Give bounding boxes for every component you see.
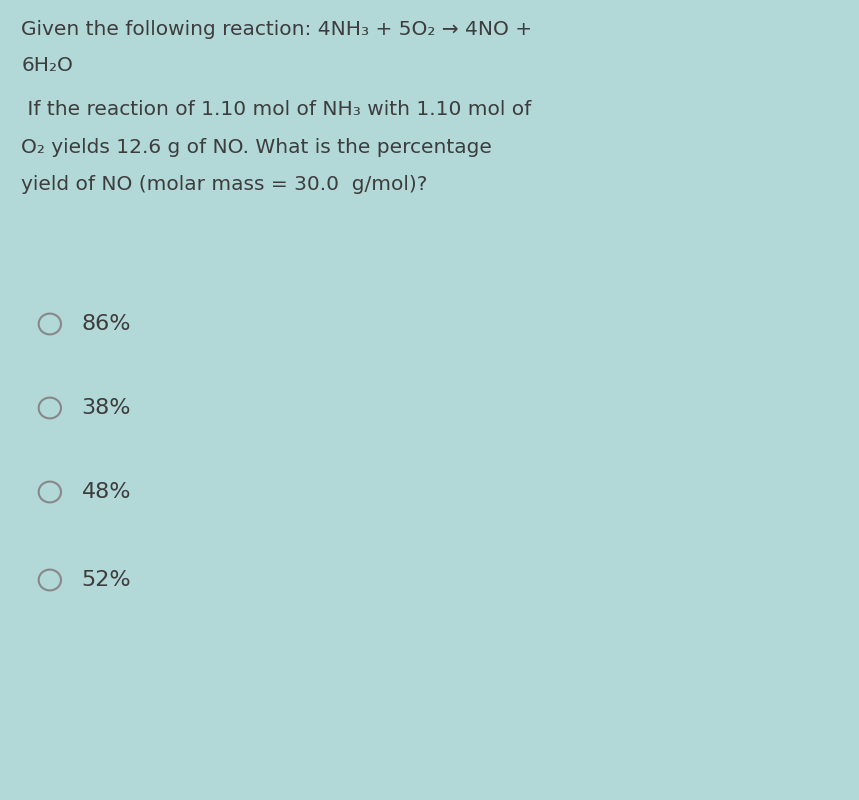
Text: 6H₂O: 6H₂O [21,56,73,75]
Text: 38%: 38% [82,398,131,418]
Text: 86%: 86% [82,314,131,334]
Text: 52%: 52% [82,570,131,590]
Text: O₂ yields 12.6 g of NO. What is the percentage: O₂ yields 12.6 g of NO. What is the perc… [21,138,492,157]
Text: 48%: 48% [82,482,131,502]
Text: yield of NO (molar mass = 30.0  g/mol)?: yield of NO (molar mass = 30.0 g/mol)? [21,175,428,194]
Text: If the reaction of 1.10 mol of NH₃ with 1.10 mol of: If the reaction of 1.10 mol of NH₃ with … [21,100,532,119]
Text: Given the following reaction: 4NH₃ + 5O₂ → 4NO +: Given the following reaction: 4NH₃ + 5O₂… [21,20,533,39]
